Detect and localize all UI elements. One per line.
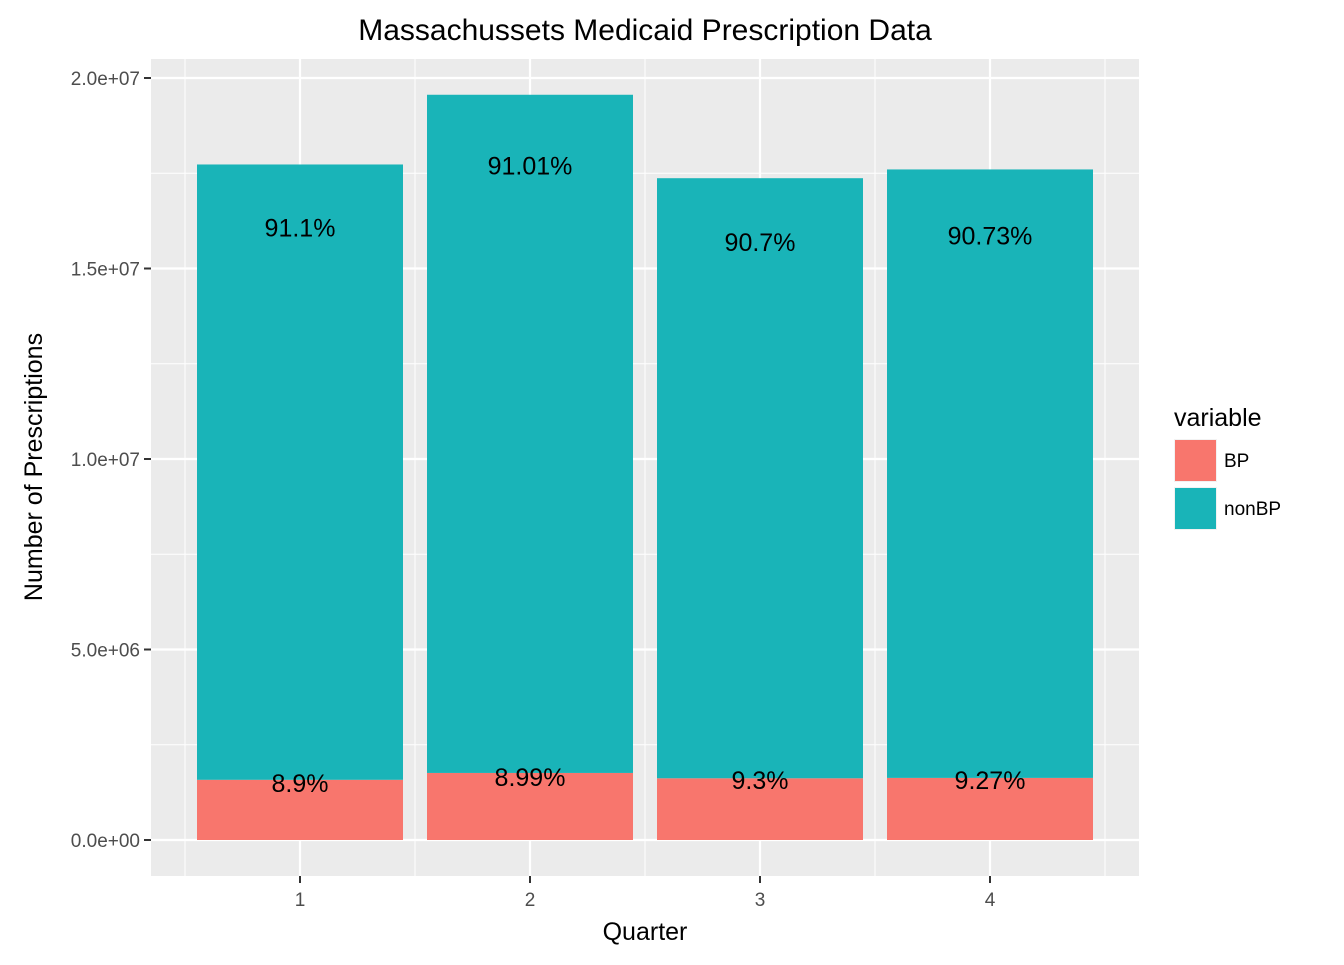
data-label-bp-q2: 8.99%	[495, 764, 566, 792]
data-label-nonbp-q3: 90.7%	[725, 229, 796, 257]
x-tick-label: 3	[755, 890, 766, 911]
x-tick-label: 1	[295, 890, 306, 911]
x-axis: 1 2 3 4	[295, 876, 996, 911]
bar-bp-q1	[197, 779, 403, 840]
legend-label-bp: BP	[1224, 451, 1249, 472]
legend-title: variable	[1174, 404, 1262, 432]
bar-group	[197, 94, 1093, 840]
legend-swatch-bp	[1175, 440, 1216, 481]
data-label-bp-q1: 8.9%	[272, 770, 329, 798]
y-tick-label: 0.0e+00	[71, 831, 140, 852]
data-label-bp-q3: 9.3%	[732, 767, 789, 795]
bar-nonbp-q4	[887, 169, 1093, 778]
data-label-bp-q4: 9.27%	[955, 767, 1026, 795]
y-axis: 0.0e+00 5.0e+06 1.0e+07 1.5e+07 2.0e+07	[71, 69, 151, 852]
data-label-nonbp-q1: 91.1%	[265, 215, 336, 243]
legend-label-nonbp: nonBP	[1224, 499, 1281, 520]
y-tick-label: 5.0e+06	[71, 641, 140, 662]
x-tick-label: 4	[985, 890, 996, 911]
bar-nonbp-q2	[427, 94, 633, 773]
data-label-nonbp-q4: 90.73%	[948, 222, 1033, 250]
bar-bp-q3	[657, 778, 863, 840]
bar-bp-q2	[427, 772, 633, 840]
bar-bp-q4	[887, 777, 1093, 840]
y-tick-label: 1.5e+07	[71, 260, 140, 281]
y-tick-label: 2.0e+07	[71, 69, 140, 90]
x-axis-title: Quarter	[603, 918, 688, 946]
bar-nonbp-q1	[197, 164, 403, 780]
data-label-nonbp-q2: 91.01%	[488, 153, 573, 181]
y-axis-title: Number of Prescriptions	[20, 333, 48, 601]
x-tick-label: 2	[525, 890, 536, 911]
y-tick-label: 1.0e+07	[71, 450, 140, 471]
bar-nonbp-q3	[657, 178, 863, 779]
chart-title: Massachussets Medicaid Prescription Data	[358, 14, 932, 47]
legend: variable BP nonBP	[1174, 404, 1281, 530]
data-label-group: 8.9% 8.99% 9.3% 9.27% 91.1% 91.01% 90.7% 90.73%	[265, 153, 1033, 798]
legend-swatch-nonbp	[1175, 488, 1216, 529]
